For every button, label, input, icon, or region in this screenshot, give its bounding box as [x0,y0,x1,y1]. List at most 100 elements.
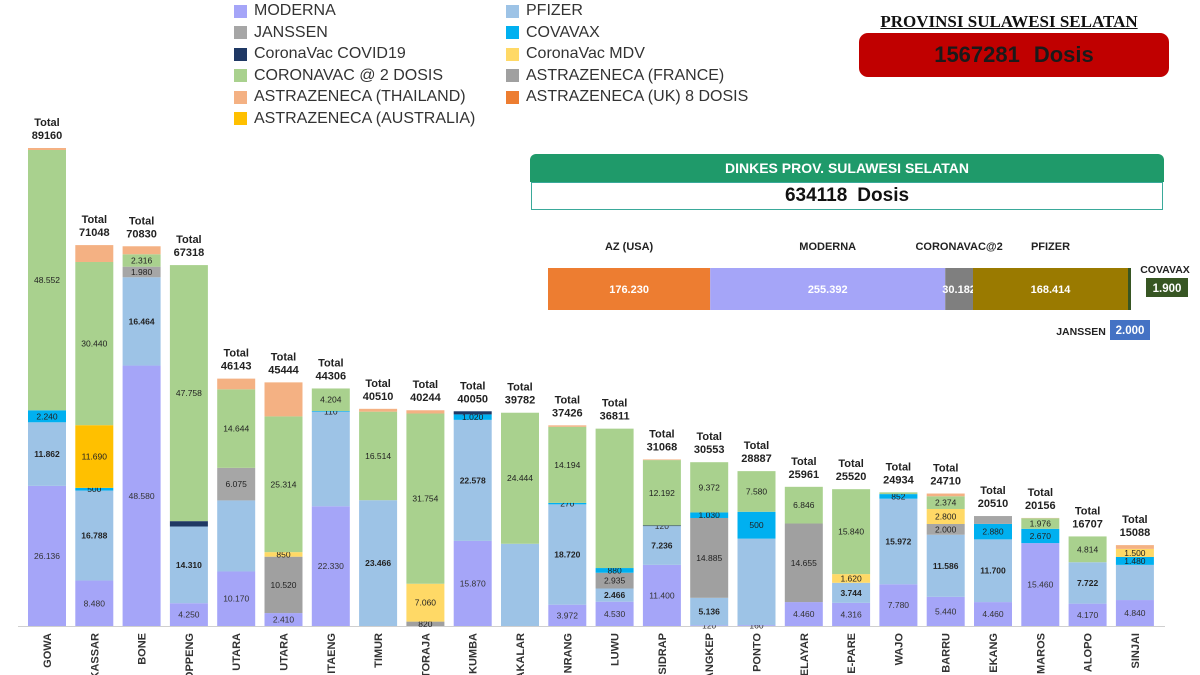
bar-segment-label: 500 [87,484,101,494]
legend-swatch [234,69,247,82]
bar-total-caption: Total [460,380,485,392]
bar-segment-label: 2.466 [604,590,626,600]
dinkes-total-box: 634118 Dosis [531,182,1163,210]
category-label: NRANG [562,633,574,673]
category-label: TIMUR [373,633,385,668]
bar-segment [595,568,634,573]
category-label: SINJAI [1130,633,1142,668]
bar-segment [217,500,256,572]
bar-segment [122,365,161,626]
bar-segment-label: 7.060 [415,598,437,608]
bar-segment [1021,528,1060,544]
bar-segment [1115,564,1154,601]
bar-segment-label: 10.520 [271,580,297,590]
bar-segment [501,412,539,544]
bar-total-caption: Total [933,463,958,475]
bar-segment-label: 48.552 [34,275,60,285]
legend-item: CoronaVac COVID19 [234,45,406,63]
legend-swatch [506,26,519,39]
bar-segment [75,490,114,581]
legend-label: ASTRAZENECA (FRANCE) [526,66,725,84]
bar-segment [926,508,965,524]
bar-segment-label: 26.136 [34,551,60,561]
bar-segment [359,408,398,412]
bar-segment [737,511,776,539]
province-total-box: 1567281 Dosis [859,33,1169,77]
bar-segment [406,583,445,622]
legend-item: CORONAVAC @ 2 DOSIS [234,67,443,85]
bar-segment [1115,556,1154,565]
bar-segment-label: 110 [324,406,338,416]
legend-item: ASTRAZENECA (THAILAND) [234,88,466,106]
bar-segment-label: 120 [655,521,669,531]
category-label: ANGKEP [704,633,716,675]
bar-segment [737,471,776,512]
legend-swatch [234,90,247,104]
bar-segment [1115,548,1154,557]
bar-total-value: 24934 [883,474,914,486]
legend-swatch [234,4,247,18]
bar-total-caption: Total [886,461,911,473]
bar-total-value: 44306 [316,370,347,382]
legend: MODERNA PFIZER JANSSEN COVAVAX CoronaVac COV… [230,2,770,132]
bar-segment-label: 5.440 [935,606,957,616]
bar-segment-label: 4.460 [982,609,1004,619]
legend-item: PFIZER [506,2,583,20]
bar-total-value: 40510 [363,391,394,403]
bar-segment [453,540,492,626]
bar-segment-label: 14.644 [223,424,249,434]
legend-label: JANSSEN [254,23,328,41]
bar-segment [595,588,634,602]
bar-segment-label: 2.410 [273,615,295,625]
bar-segment [832,489,871,575]
bar-segment [1068,536,1107,563]
bar-total-value: 24710 [930,476,961,488]
bar-segment [1021,543,1060,626]
bar-segment-label: 2.800 [935,511,957,521]
bar-segment-label: 3.972 [557,610,579,620]
bar-segment-label: 8.480 [84,598,106,608]
bar-segment [311,506,350,626]
category-label: ITAENG [326,633,338,674]
category-label: OPPENG [184,633,196,675]
legend-swatch [234,47,247,61]
legend-item: COVAVAX [506,24,600,42]
bar-segment-label: 11.586 [933,561,959,571]
legend-swatch [506,69,519,82]
bar-segment [548,604,587,626]
bar-segment-label: 6.075 [226,479,248,489]
legend-item: CoronaVac MDV [506,45,645,63]
bar-segment [122,254,161,267]
bar-segment [453,414,492,420]
bar-segment-label: 2.670 [1030,531,1052,541]
legend-label: ASTRAZENECA (UK) 8 DOSIS [526,88,749,105]
bar-segment-label: 15.840 [838,527,864,537]
bar-segment [75,245,114,262]
bar-segment [642,459,681,461]
bar-segment-label: 4.814 [1077,544,1099,554]
bar-segment-label: 15.972 [885,536,911,546]
legend-swatch [506,90,519,104]
bar-segment-label: 14.885 [696,553,722,563]
bar-segment [169,521,208,527]
bar-segment-label: 4.204 [320,395,342,405]
bar-segment-label: 16.514 [365,451,391,461]
bar-segment-label: 16.788 [81,531,107,541]
bar-segment [75,487,114,491]
bar-segment-label: 880 [608,565,622,575]
dinkes-unit: Dosis [857,185,910,206]
bar-segment [832,582,871,603]
bar-segment [832,602,871,626]
bar-segment [926,493,965,497]
bar-segment-label: 22.330 [318,561,344,571]
bar-segment-label: 30.440 [81,339,107,349]
bar-segment-label: 11.690 [82,452,108,462]
bar-total-caption: Total [1028,487,1053,499]
bar-segment-label: 1.980 [131,267,153,277]
bar-segment [642,564,681,626]
bar-total-value: 45444 [268,364,299,376]
bar-segment [879,584,918,626]
bar-segment-label: 11.400 [649,590,675,600]
bar-segment-label: 18.720 [554,550,580,560]
bar-segment-label: 2.374 [935,498,957,508]
